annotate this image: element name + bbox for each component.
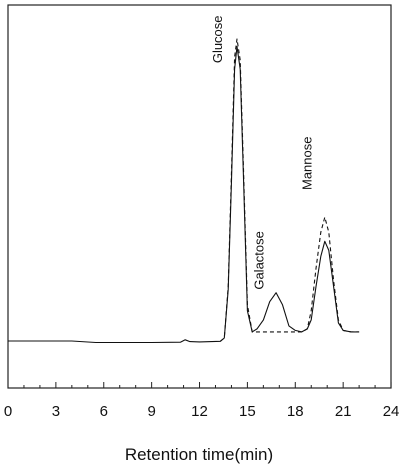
x-tick-label: 24 [383,403,400,420]
x-axis-title: Retention time(min) [125,445,273,464]
x-tick-label: 18 [287,403,304,420]
peak-label: Glucose [210,15,225,63]
plot-frame [7,4,392,389]
x-tick-label: 9 [147,403,155,420]
solid-trace [8,46,360,344]
x-tick-label: 0 [4,403,12,420]
peak-label: Galactose [252,231,267,290]
x-tick-label: 21 [335,403,352,420]
dashed-trace [219,38,360,342]
x-tick-label: 12 [191,403,208,420]
x-tick-label: 6 [100,403,108,420]
peak-label: Mannose [300,137,315,190]
x-tick-label: 3 [52,403,60,420]
x-tick-label: 15 [239,403,256,420]
